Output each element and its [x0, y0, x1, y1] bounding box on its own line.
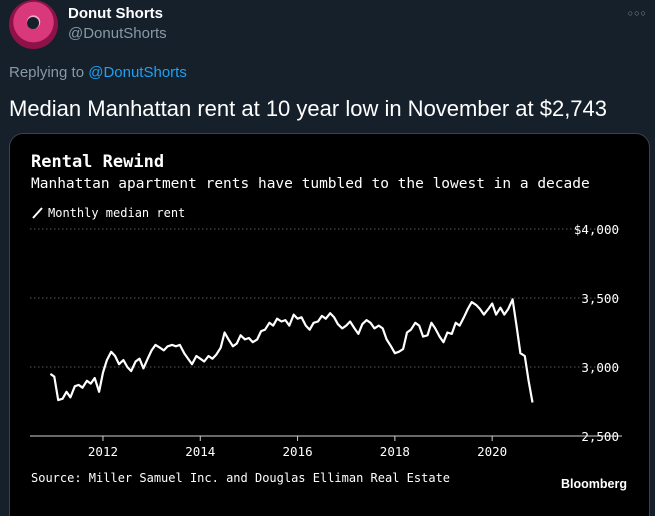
chart-title: Rental Rewind: [31, 152, 164, 172]
y-tick-label: 3,000: [581, 360, 619, 375]
chart-legend-label: Monthly median rent: [48, 206, 185, 220]
author-handle[interactable]: @DonutShorts: [68, 25, 167, 42]
chart-source: Source: Miller Samuel Inc. and Douglas E…: [31, 471, 450, 485]
x-tick-label: 2018: [380, 444, 410, 459]
bloomberg-logo: Bloomberg: [561, 477, 627, 491]
replying-handle-link[interactable]: @DonutShorts: [88, 64, 187, 81]
x-tick-label: 2014: [185, 444, 215, 459]
replying-to: Replying to @DonutShorts: [9, 64, 187, 81]
legend-line-icon: [32, 207, 43, 219]
tweet-text: Median Manhattan rent at 10 year low in …: [9, 96, 608, 121]
x-tick-label: 2020: [477, 444, 507, 459]
chart-card[interactable]: Rental Rewind Manhattan apartment rents …: [9, 133, 650, 516]
y-tick-label: 2,500: [581, 429, 619, 444]
author-name[interactable]: Donut Shorts: [68, 5, 163, 22]
ellipsis-icon[interactable]: ○○○: [627, 8, 647, 18]
avatar[interactable]: [9, 0, 58, 49]
y-tick-label: 3,500: [581, 291, 619, 306]
replying-prefix: Replying to: [9, 64, 85, 81]
chart-subtitle: Manhattan apartment rents have tumbled t…: [31, 176, 590, 192]
series-line-monthly-median-rent: [49, 298, 534, 403]
x-tick-label: 2012: [88, 444, 118, 459]
chart: Rental Rewind Manhattan apartment rents …: [30, 152, 627, 491]
y-tick-label: $4,000: [574, 222, 619, 237]
x-tick-label: 2016: [283, 444, 313, 459]
